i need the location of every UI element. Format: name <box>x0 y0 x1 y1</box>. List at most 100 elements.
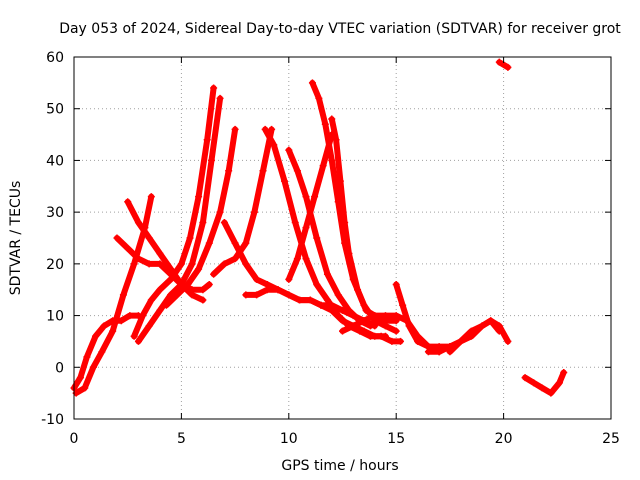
series-pass-19 <box>446 317 503 356</box>
data-point <box>487 317 495 325</box>
y-tick-label: 40 <box>46 153 64 169</box>
series-line <box>131 85 217 340</box>
data-point <box>274 286 282 294</box>
y-tick-label: 10 <box>46 309 64 325</box>
data-point <box>210 84 218 92</box>
data-point <box>173 291 181 299</box>
data-point <box>339 327 346 335</box>
data-point <box>293 255 301 263</box>
data-point <box>186 234 194 242</box>
data-point <box>366 322 374 330</box>
data-point <box>328 156 336 164</box>
series-line <box>393 281 443 355</box>
data-point <box>210 270 218 278</box>
data-point <box>242 291 250 299</box>
data-point <box>311 193 319 201</box>
data-point <box>345 250 353 258</box>
data-point <box>124 198 132 206</box>
data-point <box>293 167 301 175</box>
series-pass-7 <box>162 125 239 309</box>
data-point <box>156 306 164 314</box>
data-point <box>167 265 175 273</box>
data-point <box>156 286 164 294</box>
data-point <box>560 368 568 376</box>
data-point <box>130 332 138 340</box>
data-point <box>220 260 228 268</box>
data-point <box>323 296 331 304</box>
data-point <box>339 306 346 314</box>
data-point <box>162 301 170 309</box>
data-point <box>145 234 153 242</box>
axis-ticks <box>73 56 612 420</box>
data-point <box>521 374 529 382</box>
data-point <box>538 384 546 392</box>
data-point <box>388 337 396 345</box>
data-point <box>424 348 432 356</box>
data-point <box>134 255 142 263</box>
data-point <box>134 218 142 226</box>
data-point <box>231 255 239 263</box>
data-point <box>366 332 374 340</box>
data-point <box>313 234 321 242</box>
data-point <box>91 332 99 340</box>
series-pass-11 <box>261 125 404 345</box>
data-point <box>323 270 331 278</box>
data-point <box>392 327 400 335</box>
data-point <box>285 146 293 154</box>
data-point <box>495 327 503 335</box>
data-point <box>345 306 353 314</box>
data-point <box>504 63 512 71</box>
y-axis-label: SDTVAR / TECUs <box>8 181 24 296</box>
y-tick-label: 30 <box>46 205 64 221</box>
series-line <box>124 198 206 304</box>
data-point <box>296 296 304 304</box>
data-point <box>145 322 153 330</box>
data-point <box>195 193 203 201</box>
data-point <box>328 115 336 123</box>
data-point <box>216 208 224 216</box>
data-point <box>317 301 325 309</box>
x-axis-label: GPS time / hours <box>281 458 398 474</box>
data-point <box>156 260 164 268</box>
data-point <box>261 125 269 133</box>
data-point <box>362 306 370 314</box>
data-point <box>231 125 239 133</box>
x-tick-label: 15 <box>387 431 405 447</box>
y-tick-label: 50 <box>46 102 64 118</box>
data-point <box>76 374 84 382</box>
data-point <box>392 312 400 320</box>
data-point <box>321 120 329 128</box>
tick-labels: 0 5 10 15 20 25 -10 0 10 20 30 40 50 60 <box>41 50 620 447</box>
x-tick-label: 10 <box>280 431 298 447</box>
x-tick-label: 5 <box>177 431 186 447</box>
data-point <box>315 94 323 102</box>
data-point <box>268 125 276 133</box>
data-point <box>184 281 192 289</box>
data-point <box>306 296 314 304</box>
series-line <box>496 59 511 71</box>
data-point <box>109 327 117 335</box>
data-point <box>495 58 503 66</box>
data-point <box>336 177 344 185</box>
series-pass-5 <box>130 84 218 340</box>
series-line <box>163 126 239 309</box>
data-point <box>250 208 258 216</box>
data-point <box>334 312 342 320</box>
series-pass-20 <box>495 58 512 71</box>
data-point <box>435 348 443 356</box>
data-point <box>478 322 486 330</box>
series-line <box>114 235 213 293</box>
data-point <box>313 281 321 289</box>
data-point <box>285 291 293 299</box>
data-point <box>203 136 211 144</box>
data-point <box>377 332 385 340</box>
data-point <box>253 275 261 283</box>
data-point <box>98 348 106 356</box>
series-pass-4 <box>124 198 207 304</box>
data-point <box>371 312 379 320</box>
data-point <box>89 363 97 371</box>
data-point <box>259 167 267 175</box>
data-point <box>332 136 340 144</box>
data-point <box>113 234 121 242</box>
